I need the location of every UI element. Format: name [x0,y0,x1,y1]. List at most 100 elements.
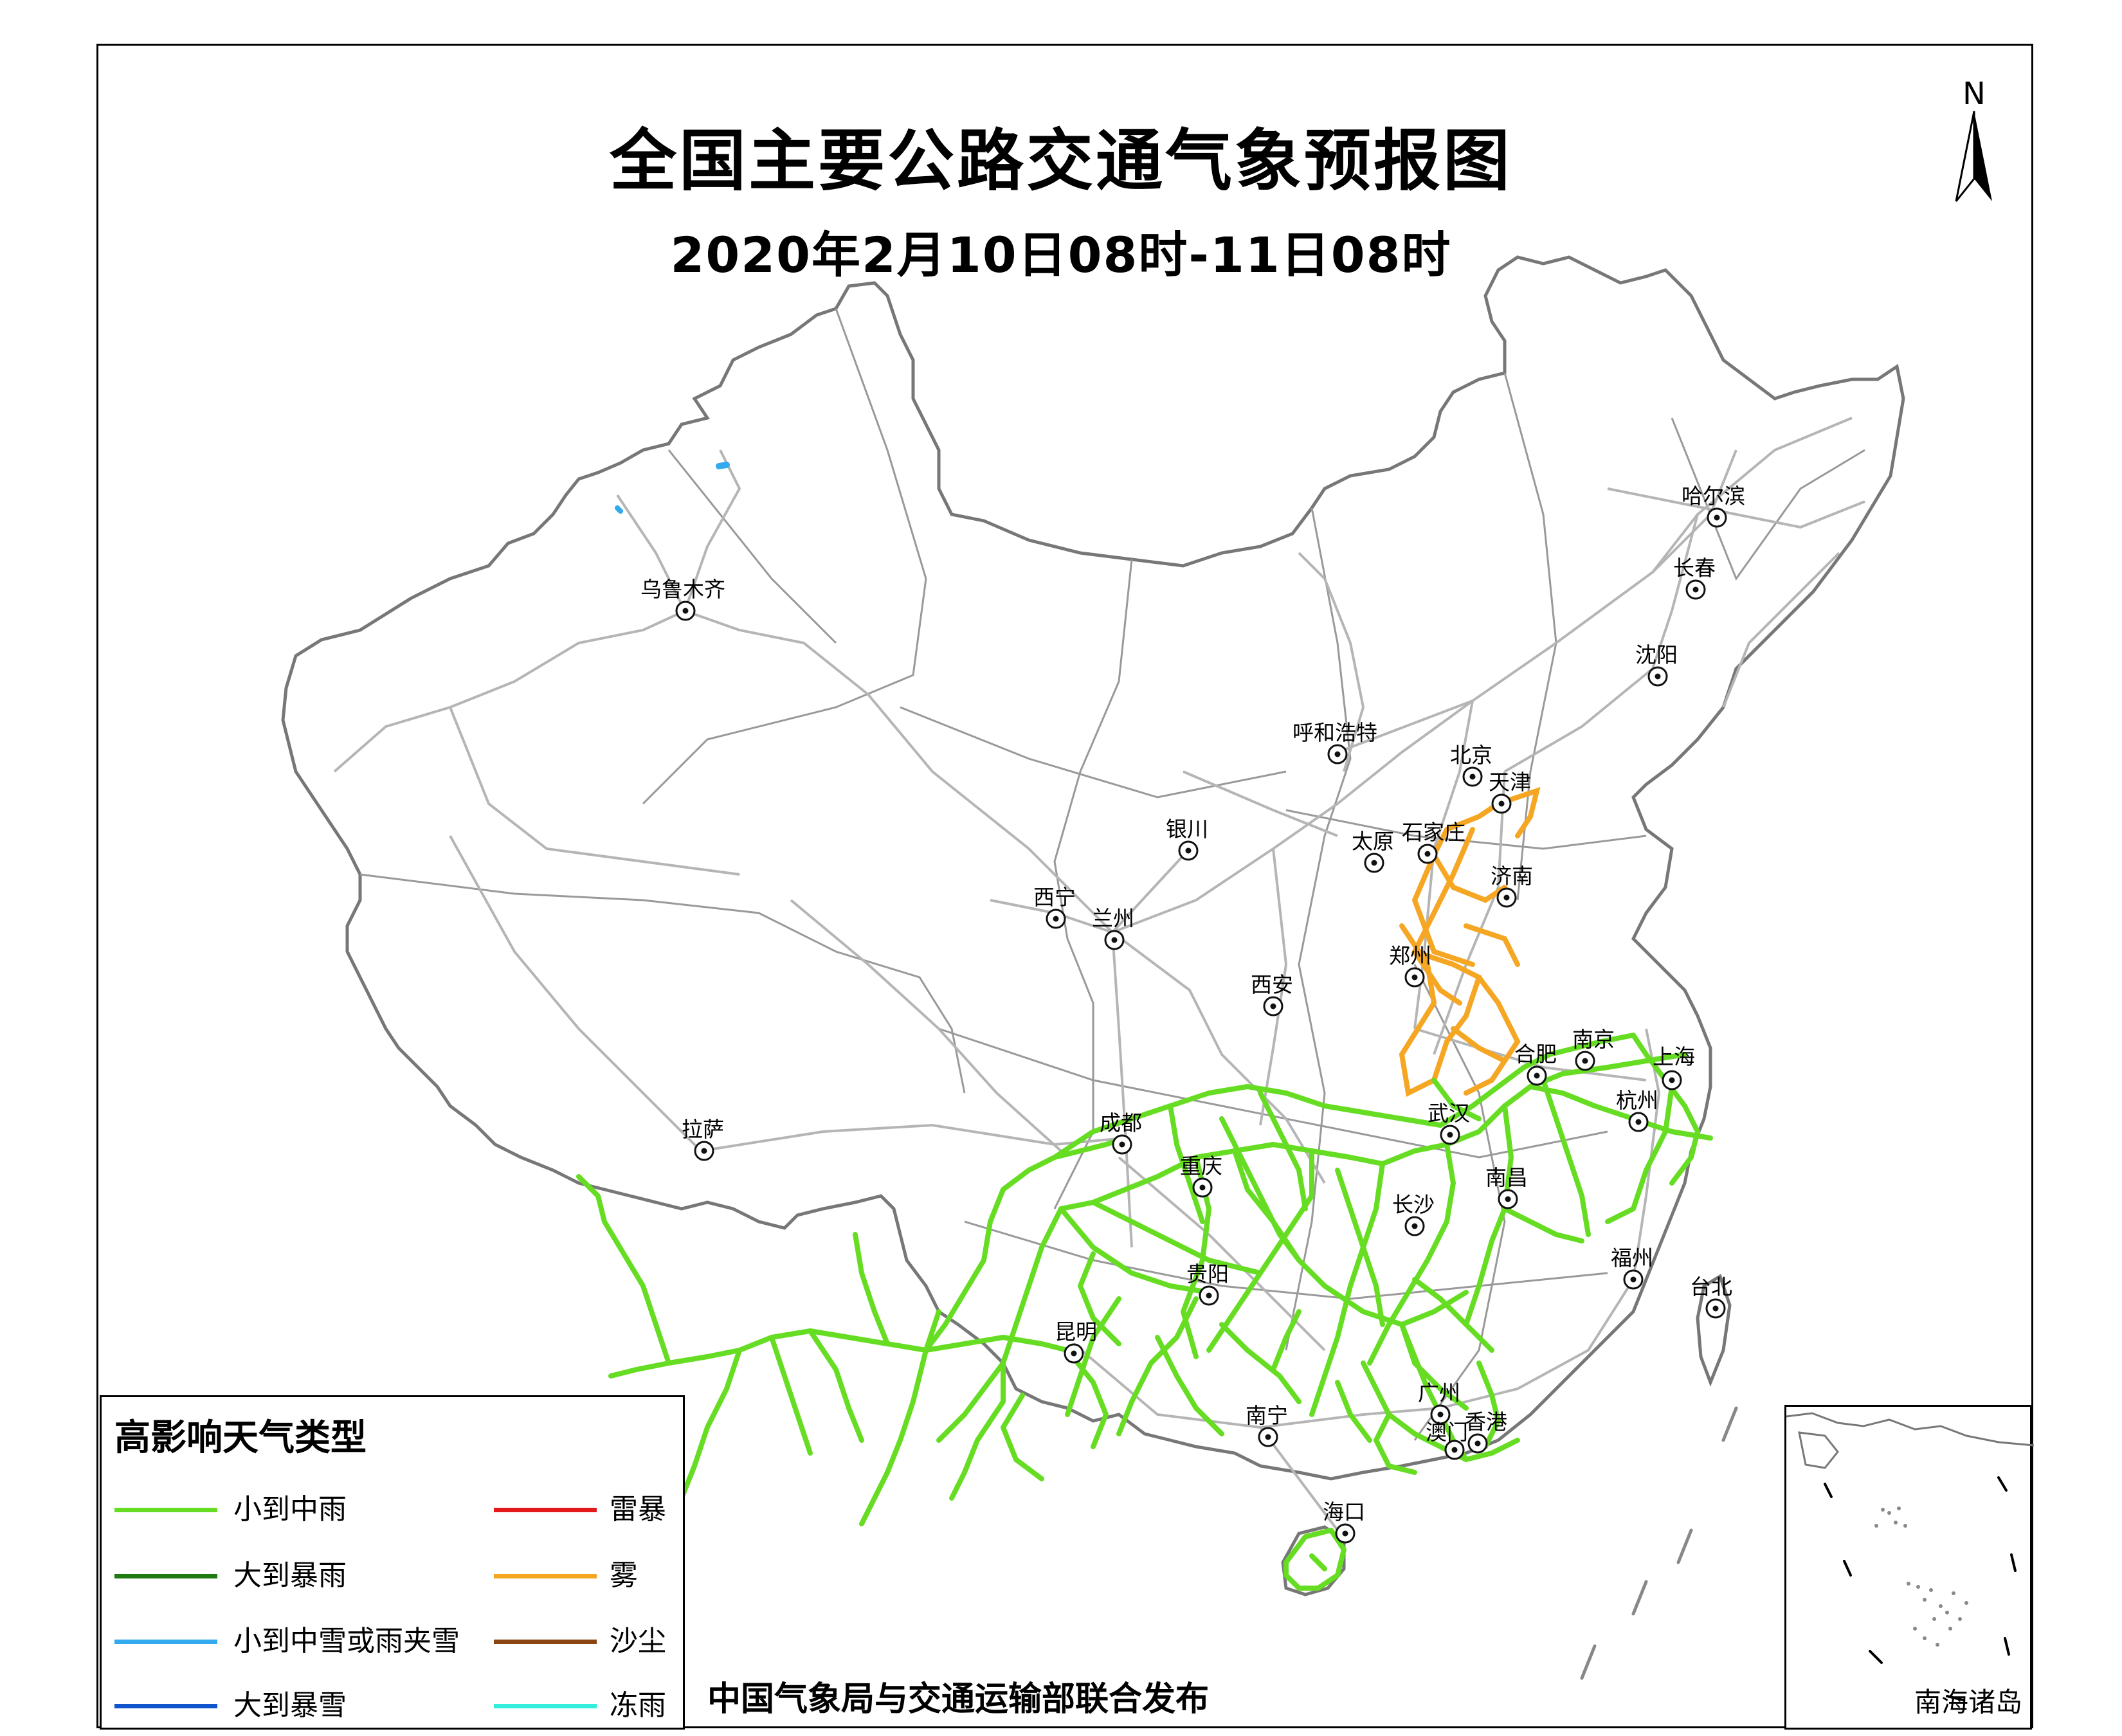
legend-swatch [494,1640,597,1644]
city-hangzhou[interactable]: 杭州 [1616,1088,1658,1132]
city-shenyang[interactable]: 沈阳 [1635,642,1678,687]
city-hohhot[interactable]: 呼和浩特 [1292,720,1377,764]
legend-item-thunderstorm: 雷暴 [494,1490,680,1529]
city-label: 重庆 [1180,1153,1222,1179]
city-label: 哈尔滨 [1682,484,1745,509]
city-guiyang[interactable]: 贵阳 [1186,1261,1229,1306]
city-guangzhou[interactable]: 广州 [1418,1380,1460,1425]
city-label: 昆明 [1055,1319,1097,1344]
city-label: 贵阳 [1186,1261,1229,1287]
city-label: 台北 [1690,1274,1732,1299]
city-wuhan[interactable]: 武汉 [1428,1101,1470,1145]
legend-item-fog: 雾 [494,1557,680,1595]
city-xining[interactable]: 西宁 [1033,885,1076,929]
city-taipei[interactable]: 台北 [1690,1274,1732,1319]
legend-item-freezing-rain: 冻雨 [494,1686,680,1725]
map-frame [96,44,2033,1728]
south-china-sea-inset: 南海诸岛 [1784,1405,2035,1730]
legend-item-heavy-snow: 大到暴雪 [114,1686,391,1725]
legend-item-light-rain: 小到中雨 [114,1490,391,1529]
city-xian[interactable]: 西安 [1251,972,1293,1017]
legend-swatch [114,1508,217,1512]
north-label: N [1963,76,1986,112]
city-shijiazhuang[interactable]: 石家庄 [1402,820,1465,864]
city-lhasa[interactable]: 拉萨 [682,1117,724,1161]
city-label: 天津 [1489,770,1531,795]
city-label: 香港 [1465,1409,1507,1434]
city-haikou[interactable]: 海口 [1323,1499,1365,1544]
city-label: 西安 [1251,972,1293,997]
legend-swatch [114,1574,217,1578]
city-shanghai[interactable]: 上海 [1653,1044,1695,1090]
city-macau[interactable]: 澳门 [1426,1420,1468,1460]
south-china-sea-dashes [1580,1406,1738,1680]
city-markers: 哈尔滨 长春 沈阳 乌鲁木齐 呼和浩特 北京 [640,484,1745,1544]
city-lanzhou[interactable]: 兰州 [1092,906,1134,950]
city-taiyuan[interactable]: 太原 [1352,829,1394,873]
city-urumqi[interactable]: 乌鲁木齐 [640,577,725,621]
city-label: 广州 [1418,1380,1460,1406]
legend-item-light-snow: 小到中雪或雨夹雪 [114,1622,475,1661]
city-label: 兰州 [1092,906,1134,931]
rain-routes-south [1283,1322,1520,1591]
city-jinan[interactable]: 济南 [1491,863,1533,908]
city-label: 太原 [1352,829,1394,854]
legend-item-heavy-rain: 大到暴雨 [114,1557,391,1595]
legend-swatch [494,1574,597,1578]
legend-label: 冻雨 [610,1689,666,1722]
city-label: 郑州 [1389,943,1431,968]
legend-swatch [494,1704,597,1708]
legend-swatch [114,1704,217,1708]
city-label: 南京 [1572,1027,1615,1052]
legend-title: 高影响天气类型 [114,1417,367,1459]
city-tianjin[interactable]: 天津 [1489,770,1531,814]
map-subtitle: 2020年2月10日08时-11日08时 [670,226,1452,284]
city-label: 澳门 [1426,1420,1468,1445]
legend-box: 高影响天气类型 小到中雨 大到暴雨 小到中雪或雨夹雪 大到暴雪 雷暴 雾 沙尘 [100,1395,685,1730]
city-chengdu[interactable]: 成都 [1100,1110,1142,1155]
city-label: 乌鲁木齐 [640,577,725,602]
map-title: 全国主要公路交通气象预报图 [609,122,1512,200]
city-label: 合肥 [1514,1042,1557,1067]
china-outline [281,255,1905,1481]
north-arrow-icon: N [1942,76,2006,211]
city-label: 上海 [1653,1044,1695,1069]
snow-marker [716,462,730,469]
city-label: 福州 [1611,1245,1653,1270]
city-hongkong[interactable]: 香港 [1465,1409,1507,1454]
city-label: 南昌 [1485,1165,1528,1190]
city-beijing[interactable]: 北京 [1450,743,1492,787]
legend-label: 小到中雪或雨夹雪 [233,1625,460,1658]
city-changsha[interactable]: 长沙 [1392,1192,1435,1236]
city-nanjing[interactable]: 南京 [1572,1027,1615,1071]
city-zhengzhou[interactable]: 郑州 [1389,943,1431,988]
publisher-credit: 中国气象局与交通运输部联合发布 [707,1680,1210,1719]
city-label: 拉萨 [682,1117,724,1142]
city-fuzhou[interactable]: 福州 [1611,1245,1653,1290]
legend-swatch [494,1508,597,1512]
city-hefei[interactable]: 合肥 [1514,1042,1557,1086]
city-nanning[interactable]: 南宁 [1246,1403,1288,1447]
city-label: 武汉 [1428,1101,1470,1126]
legend-label: 大到暴雪 [233,1689,347,1722]
city-label: 沈阳 [1635,642,1678,667]
city-label: 济南 [1491,863,1533,889]
legend-label: 沙尘 [610,1625,666,1658]
city-harbin[interactable]: 哈尔滨 [1682,484,1745,528]
city-nanchang[interactable]: 南昌 [1485,1165,1528,1209]
city-label: 杭州 [1616,1088,1658,1113]
rain-routes [576,1033,1713,1578]
city-changchun[interactable]: 长春 [1673,556,1716,600]
city-kunming[interactable]: 昆明 [1055,1319,1097,1364]
city-label: 石家庄 [1402,820,1465,845]
legend-swatch [114,1640,217,1644]
city-yinchuan[interactable]: 银川 [1166,817,1208,861]
city-chongqing[interactable]: 重庆 [1180,1153,1222,1198]
legend-label: 小到中雨 [233,1493,347,1526]
snow-marker [615,505,623,514]
city-label: 北京 [1450,743,1492,768]
city-label: 海口 [1323,1499,1365,1524]
city-label: 西宁 [1033,885,1076,910]
legend-item-dust: 沙尘 [494,1622,680,1661]
